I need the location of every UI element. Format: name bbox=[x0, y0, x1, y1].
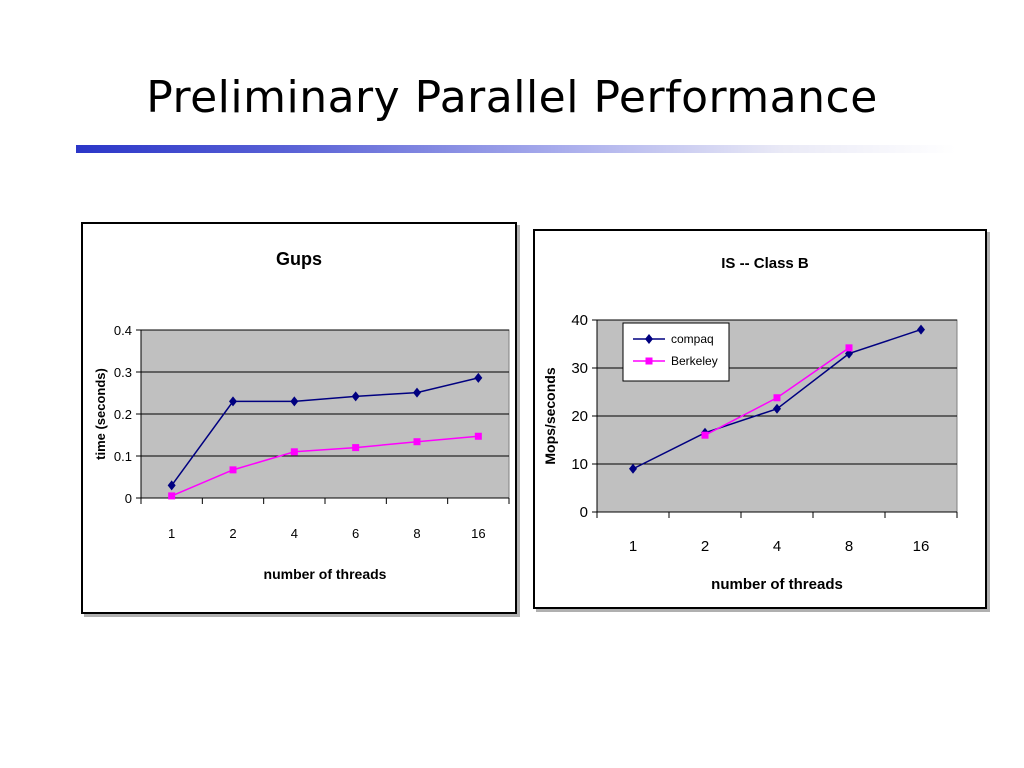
gups-chart-svg: 0 0.1 0.2 0.3 0.4 1 2 4 6 8 16 Gups number of thread… bbox=[93, 249, 510, 582]
series-1-point bbox=[229, 466, 237, 474]
y-tick-label: 0 bbox=[580, 504, 588, 521]
y-tick-label: 0.3 bbox=[114, 365, 132, 380]
y-tick-label: 20 bbox=[571, 408, 588, 425]
gups-chart: 0 0.1 0.2 0.3 0.4 1 2 4 6 8 16 Gups number of thread… bbox=[81, 222, 517, 614]
x-tick-label: 16 bbox=[471, 526, 485, 541]
series-1-line bbox=[171, 435, 479, 497]
legend-label: Berkeley bbox=[671, 354, 718, 368]
series-0-point bbox=[167, 480, 176, 491]
x-tick-label: 16 bbox=[913, 538, 930, 555]
y-tick-label: 0.1 bbox=[114, 449, 132, 464]
series-1-point bbox=[352, 444, 360, 452]
x-tick-label: 1 bbox=[168, 526, 175, 541]
y-tick-label: 0.4 bbox=[114, 323, 132, 338]
x-tick-label: 6 bbox=[352, 526, 359, 541]
is-class-b-chart: 0 10 20 30 40 1 2 4 8 16 IS -- Class B number of th… bbox=[533, 229, 987, 609]
series-0-point bbox=[413, 387, 421, 398]
legend-swatch-marker bbox=[645, 357, 653, 365]
series-0-point bbox=[351, 391, 360, 402]
series-1-point bbox=[474, 432, 482, 440]
y-axis-label: time (seconds) bbox=[93, 368, 108, 460]
x-tick-label: 8 bbox=[845, 538, 853, 555]
is-class-b-chart-svg: 0 10 20 30 40 1 2 4 8 16 IS -- Class B number of th… bbox=[542, 255, 958, 593]
series-0-point bbox=[229, 396, 237, 407]
chart-title: IS -- Class B bbox=[721, 255, 809, 272]
y-tick-label: 0 bbox=[125, 491, 132, 506]
series-1-point bbox=[773, 394, 781, 402]
series-0-line bbox=[171, 377, 479, 486]
series-1-point bbox=[168, 492, 176, 500]
x-tick-label: 4 bbox=[291, 526, 298, 541]
x-axis-label: number of threads bbox=[711, 576, 843, 593]
series-0-point bbox=[629, 463, 637, 474]
x-tick-label: 4 bbox=[773, 538, 781, 555]
legend-swatch-marker bbox=[645, 334, 653, 344]
y-tick-label: 40 bbox=[571, 312, 588, 329]
series-1-point bbox=[413, 438, 421, 446]
y-tick-label: 0.2 bbox=[114, 407, 132, 422]
y-tick-label: 10 bbox=[571, 456, 588, 473]
series-0-point bbox=[474, 372, 483, 383]
title-underline bbox=[76, 145, 956, 153]
x-tick-label: 2 bbox=[229, 526, 236, 541]
series-1-point bbox=[701, 431, 709, 439]
x-tick-label: 1 bbox=[629, 538, 637, 555]
series-0-point bbox=[773, 403, 781, 414]
x-axis-label: number of threads bbox=[264, 566, 387, 582]
series-0-point bbox=[290, 396, 299, 407]
slide-title: Preliminary Parallel Performance bbox=[146, 72, 878, 123]
series-1-point bbox=[845, 344, 853, 352]
y-tick-label: 30 bbox=[571, 360, 588, 377]
legend-box bbox=[622, 322, 730, 382]
x-tick-label: 2 bbox=[701, 538, 709, 555]
y-axis-label: Mops/seconds bbox=[542, 367, 558, 464]
chart-title: Gups bbox=[276, 249, 322, 269]
x-tick-label: 8 bbox=[413, 526, 420, 541]
series-0-point bbox=[917, 324, 925, 335]
legend-label: compaq bbox=[671, 332, 714, 346]
series-1-point bbox=[290, 448, 298, 456]
